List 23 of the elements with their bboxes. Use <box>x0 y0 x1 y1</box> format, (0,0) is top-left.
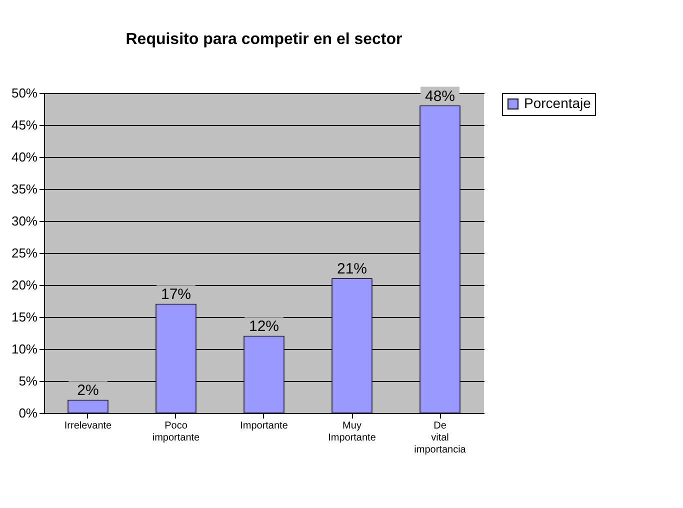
y-tick-label: 35% <box>11 182 38 196</box>
y-tick-label: 15% <box>11 310 38 324</box>
y-tick-label: 5% <box>18 374 38 388</box>
x-tick-label: Poco importante <box>152 420 200 444</box>
y-tick-label: 45% <box>11 118 38 132</box>
chart-title: Requisito para competir en el sector <box>126 30 402 48</box>
y-tick-label: 30% <box>11 214 38 228</box>
y-tick-label: 10% <box>11 342 38 356</box>
x-tick-label: De vital importancia <box>414 420 466 456</box>
y-tick-label: 20% <box>11 278 38 292</box>
x-tick-label: Irrelevante <box>64 420 112 432</box>
data-label: 48% <box>424 88 456 105</box>
y-tick-label: 25% <box>11 246 38 260</box>
data-label: 17% <box>160 286 192 304</box>
data-label: 12% <box>248 318 280 336</box>
data-label: 21% <box>336 260 368 278</box>
legend-label: Porcentaje <box>524 95 592 111</box>
data-label: 2% <box>77 382 99 400</box>
y-tick-label: 0% <box>18 406 38 420</box>
x-tick-label: Muy Importante <box>328 420 376 444</box>
x-tick-label: Importante <box>240 420 288 432</box>
y-tick-label: 50% <box>11 86 38 100</box>
y-tick-label: 40% <box>11 150 38 164</box>
